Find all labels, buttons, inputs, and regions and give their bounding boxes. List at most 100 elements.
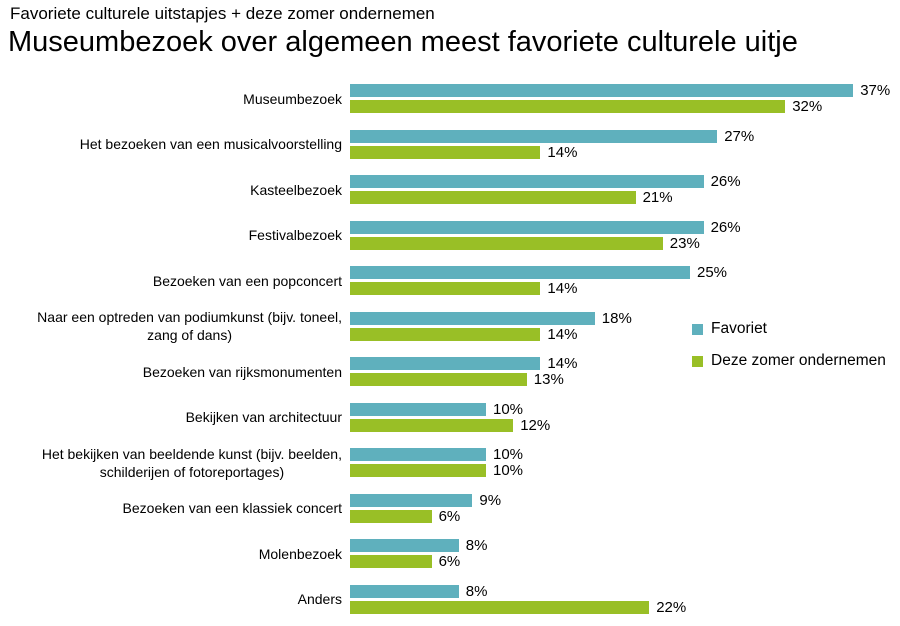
bar-value-label: 14%	[547, 325, 578, 343]
bar-line-deze-zomer: 14%	[350, 280, 900, 297]
bar-line-favoriet: 8%	[350, 582, 900, 600]
bar-favoriet	[350, 584, 459, 598]
category-label: Naar een optreden van podiumkunst (bijv.…	[0, 308, 350, 344]
bar-group: 14% 13%	[350, 355, 900, 389]
chart-row: Bezoeken van rijksmonumenten 14% 13%	[0, 349, 900, 395]
bar-favoriet	[350, 357, 541, 371]
bar-value-label: 18%	[601, 309, 632, 327]
bar-value-label: 10%	[493, 446, 524, 464]
bar-favoriet	[350, 175, 704, 189]
bar-value-label: 12%	[520, 416, 551, 434]
category-label: Het bekijken van beeldende kunst (bijv. …	[0, 445, 350, 481]
bar-value-label: 10%	[493, 400, 524, 418]
bar-deze-zomer	[350, 282, 541, 296]
bar-line-favoriet: 18%	[350, 309, 900, 327]
bar-line-favoriet: 10%	[350, 446, 900, 464]
category-label-text: Anders	[297, 591, 342, 608]
bar-deze-zomer	[350, 373, 527, 387]
bar-value-label: 22%	[656, 598, 687, 616]
chart-row: Kasteelbezoek 26% 21%	[0, 167, 900, 213]
bar-deze-zomer	[350, 327, 541, 341]
bar-favoriet	[350, 220, 704, 234]
category-label: Molenbezoek	[0, 545, 350, 563]
chart-subtitle: Favoriete culturele uitstapjes + deze zo…	[10, 4, 435, 23]
bar-group: 8% 6%	[350, 537, 900, 571]
bar-value-label: 26%	[710, 218, 741, 236]
bar-value-label: 8%	[465, 582, 488, 600]
category-label-text: Het bezoeken van een musicalvoorstelling	[79, 136, 342, 153]
chart-row: Naar een optreden van podiumkunst (bijv.…	[0, 304, 900, 350]
bar-deze-zomer	[350, 555, 432, 569]
bar-line-favoriet: 9%	[350, 491, 900, 509]
chart-row: Bezoeken van een klassiek concert 9% 6%	[0, 486, 900, 532]
bar-value-label: 27%	[724, 127, 755, 145]
bar-favoriet	[350, 129, 718, 143]
category-label-text: Bezoeken van een popconcert	[152, 272, 342, 289]
chart-row: Het bekijken van beeldende kunst (bijv. …	[0, 440, 900, 486]
bar-deze-zomer	[350, 236, 663, 250]
category-label-text: Museumbezoek	[243, 90, 342, 107]
bar-favoriet	[350, 84, 854, 98]
bar-line-deze-zomer: 21%	[350, 189, 900, 207]
bar-group: 8% 22%	[350, 582, 900, 616]
category-label: Het bezoeken van een musicalvoorstelling	[0, 135, 350, 153]
bar-group: 9% 6%	[350, 491, 900, 525]
bar-group: 18% 14%	[350, 309, 900, 343]
bar-line-deze-zomer: 14%	[350, 144, 900, 161]
bar-value-label: 14%	[547, 355, 578, 373]
bar-line-deze-zomer: 6%	[350, 507, 900, 525]
category-label: Museumbezoek	[0, 90, 350, 108]
bar-group: 25% 14%	[350, 264, 900, 297]
category-label-text: Festivalbezoek	[248, 227, 342, 244]
bar-value-label: 26%	[710, 173, 741, 191]
bar-line-favoriet: 26%	[350, 173, 900, 191]
bar-line-favoriet: 14%	[350, 355, 900, 373]
bar-line-favoriet: 26%	[350, 218, 900, 236]
chart-row: Molenbezoek 8% 6%	[0, 531, 900, 577]
bar-line-deze-zomer: 13%	[350, 371, 900, 389]
bar-value-label: 21%	[642, 189, 673, 207]
bar-deze-zomer	[350, 509, 432, 523]
bar-line-favoriet: 25%	[350, 264, 900, 281]
legend-item-favoriet: Favoriet	[692, 320, 886, 338]
bar-value-label: 6%	[438, 507, 461, 525]
bar-favoriet	[350, 448, 486, 462]
category-label: Bekijken van architectuur	[0, 408, 350, 426]
bar-favoriet	[350, 402, 486, 416]
bar-group: 10% 10%	[350, 446, 900, 480]
bar-favoriet	[350, 266, 690, 280]
bar-line-favoriet: 8%	[350, 537, 900, 554]
legend-label-favoriet: Favoriet	[711, 320, 767, 337]
favoriet-swatch-icon	[692, 323, 703, 335]
bar-line-deze-zomer: 6%	[350, 553, 900, 571]
bar-group: 26% 23%	[350, 218, 900, 252]
bar-group: 10% 12%	[350, 400, 900, 434]
bar-deze-zomer	[350, 100, 786, 114]
bar-value-label: 32%	[792, 98, 823, 116]
bar-value-label: 9%	[479, 491, 502, 509]
category-label: Kasteelbezoek	[0, 181, 350, 199]
legend-label-deze-zomer: Deze zomer ondernemen	[711, 352, 886, 369]
category-label: Festivalbezoek	[0, 226, 350, 244]
chart-row: Festivalbezoek 26% 23%	[0, 213, 900, 259]
bar-line-deze-zomer: 12%	[350, 416, 900, 434]
category-label-text: Naar een optreden van podiumkunst (bijv.…	[37, 309, 342, 344]
bar-line-favoriet: 37%	[350, 82, 900, 100]
category-label: Bezoeken van een klassiek concert	[0, 499, 350, 517]
bar-deze-zomer	[350, 600, 650, 614]
category-label: Bezoeken van een popconcert	[0, 272, 350, 290]
bar-value-label: 13%	[533, 371, 564, 389]
bar-value-label: 10%	[493, 462, 524, 480]
bar-group: 27% 14%	[350, 127, 900, 161]
legend-item-deze-zomer: Deze zomer ondernemen	[692, 352, 886, 370]
bar-favoriet	[350, 539, 459, 553]
bar-deze-zomer	[350, 464, 486, 478]
category-label: Bezoeken van rijksmonumenten	[0, 363, 350, 381]
category-label-text: Molenbezoek	[258, 545, 342, 562]
bar-favoriet	[350, 493, 473, 507]
chart-row: Anders 8% 22%	[0, 577, 900, 623]
bar-value-label: 37%	[860, 82, 891, 100]
bar-value-label: 6%	[438, 553, 461, 571]
bar-line-deze-zomer: 32%	[350, 98, 900, 116]
chart-rows: Museumbezoek 37% 32% Het bezoeken van ee…	[0, 76, 900, 622]
